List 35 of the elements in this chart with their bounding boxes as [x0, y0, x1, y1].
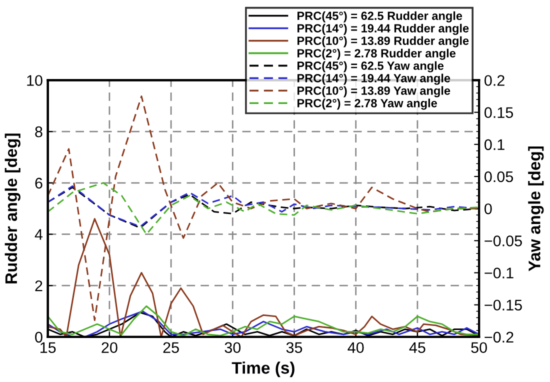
x-tick-label: 35: [286, 342, 302, 354]
legend-label: PRC(45°) = 62.5 Rudder angle: [298, 11, 462, 22]
x-tick-label: 45: [409, 342, 426, 354]
x-tick-label: 15: [40, 342, 56, 354]
y2-tick-label: −0.05: [484, 236, 522, 246]
line-series: [48, 182, 480, 236]
legend-label: PRC(10°) = 13.89 Rudder angle: [298, 36, 469, 48]
legend-label: PRC(2°) = 2.78 Rudder angle: [298, 48, 456, 60]
y2-tick-label: 0: [484, 203, 492, 214]
legend-label: PRC(2°) = 2.78 Yaw angle: [298, 98, 437, 110]
x-axis-title: Time (s): [232, 362, 294, 378]
y-tick-label: 4: [34, 229, 43, 240]
y2-tick-label: −0.15: [484, 300, 522, 311]
y-tick-label: 2: [35, 280, 42, 292]
y-tick-label: 0: [35, 332, 42, 343]
y-tick-label: 10: [27, 75, 42, 86]
y2-tick-label: 0.05: [484, 171, 514, 182]
x-tick-label: 25: [163, 342, 179, 354]
y-tick-label: 8: [35, 126, 42, 138]
x-tick-label: 50: [471, 342, 487, 354]
x-tick-label: 20: [102, 342, 118, 354]
x-tick-label: 30: [224, 342, 241, 354]
legend-label: PRC(14°) = 19.44 Yaw angle: [298, 74, 450, 85]
y2-tick-label: 0.15: [484, 107, 514, 118]
legend-label: PRC(10°) = 13.89 Yaw angle: [298, 86, 450, 98]
y-tick-label: 6: [35, 178, 42, 189]
y2-axis-title: Yaw angle [deg]: [528, 146, 544, 272]
x-tick-label: 40: [348, 342, 364, 354]
y2-tick-label: −0.1: [484, 268, 514, 278]
legend-label: PRC(45°) = 62.5 Yaw angle: [298, 61, 444, 72]
y2-tick-label: −0.2: [484, 332, 514, 343]
y2-tick-label: 0.1: [484, 139, 504, 150]
y-axis-title: Rudder angle [deg]: [4, 134, 20, 284]
y2-tick-label: 0.2: [484, 75, 504, 86]
legend-label: PRC(14°) = 19.44 Rudder angle: [298, 24, 469, 35]
